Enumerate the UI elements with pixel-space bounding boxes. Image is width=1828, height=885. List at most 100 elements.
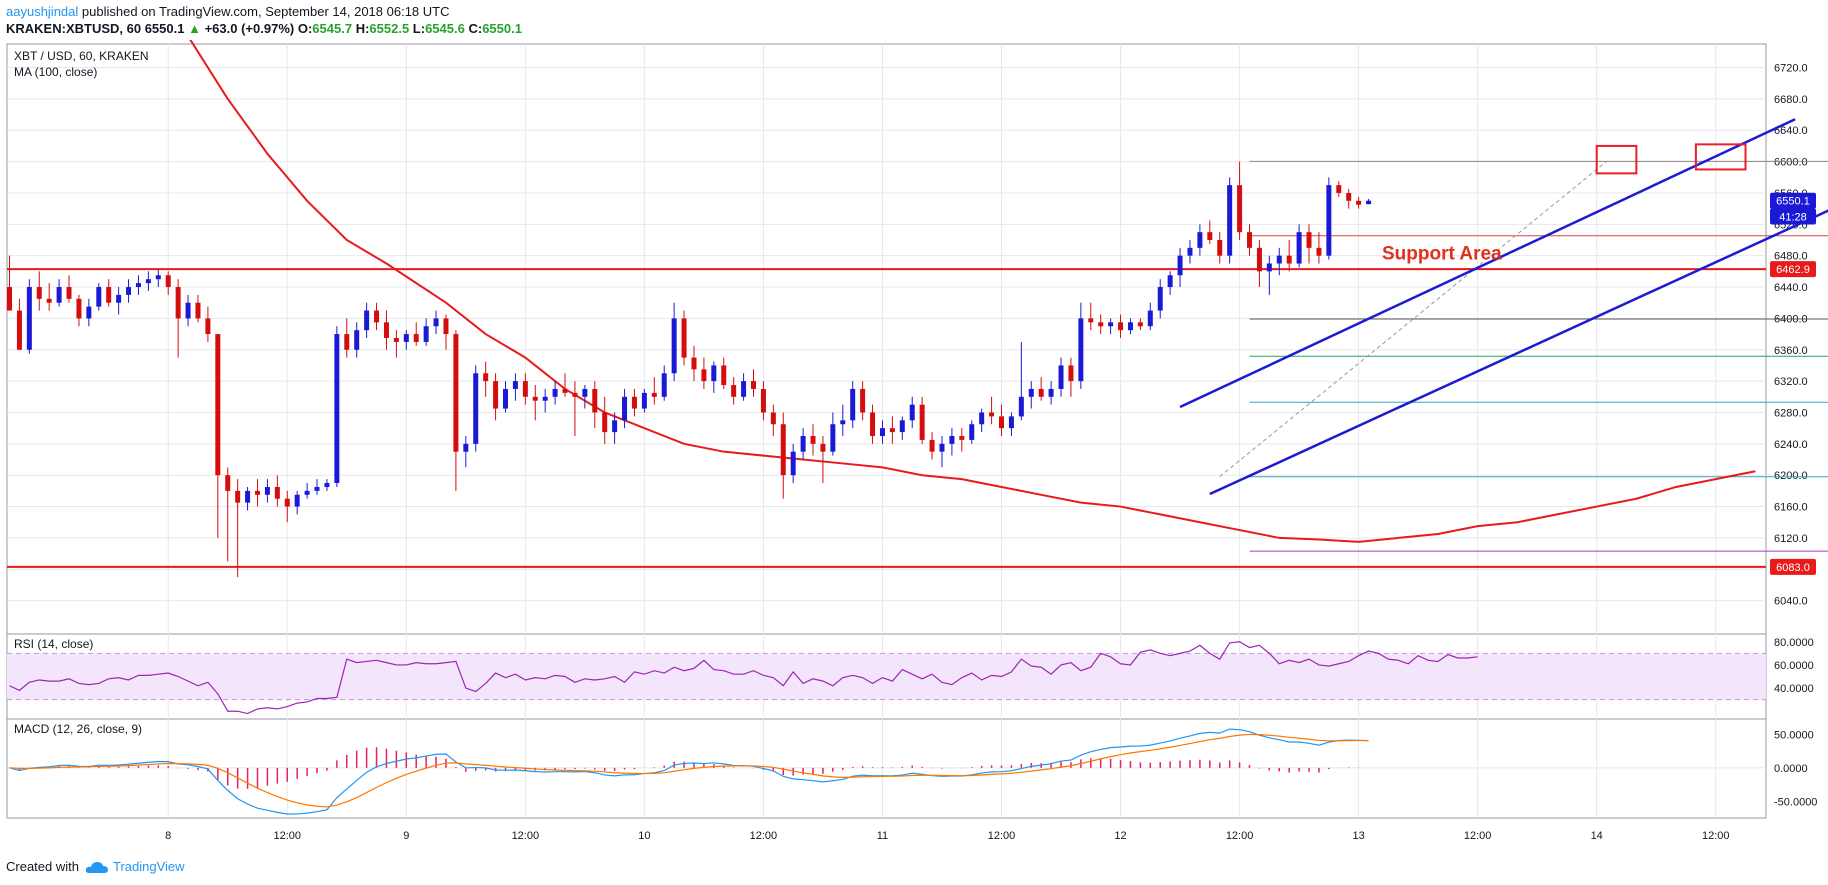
candle (324, 479, 330, 491)
candle-body (1256, 247, 1262, 272)
candle-body (1137, 322, 1143, 327)
candle (66, 275, 72, 303)
candle (383, 310, 389, 350)
candle-body (1048, 388, 1054, 397)
candle-body (1157, 287, 1163, 311)
candle (810, 424, 816, 456)
candle-body (205, 318, 211, 335)
candle (770, 404, 776, 436)
candle-body (999, 416, 1004, 429)
candle-body (909, 404, 915, 421)
candle-body (631, 396, 637, 409)
candle (463, 436, 469, 468)
candle-body (26, 287, 32, 350)
rsi-tick-label: 40.0000 (1774, 683, 1814, 695)
chart-header: aayushjindal published on TradingView.co… (0, 0, 1828, 40)
candle (969, 420, 975, 444)
candle-body (1068, 365, 1074, 382)
candle (195, 294, 201, 323)
candle (661, 365, 667, 401)
x-tick-label: 12:00 (1464, 830, 1492, 842)
macd-tick-label: 50.0000 (1774, 729, 1814, 741)
candle (473, 365, 479, 452)
candle (582, 385, 588, 409)
low-label: L: (412, 21, 426, 36)
candle-body (1187, 247, 1193, 256)
candle-body (56, 287, 62, 303)
y-tick-label: 6680.0 (1774, 94, 1808, 106)
price-level-label: 6462.9 (1776, 264, 1810, 276)
candle-body (562, 388, 568, 393)
candle (671, 302, 677, 382)
candle-body (751, 381, 756, 389)
candle (1316, 232, 1322, 264)
price-level-badge (1770, 261, 1816, 278)
candle (681, 310, 687, 366)
close-value: 6550.1 (482, 21, 522, 36)
x-tick-label: 12:00 (750, 830, 778, 842)
candle-body (155, 275, 161, 280)
candle-body (830, 424, 836, 452)
candle-body (552, 388, 558, 397)
candles (7, 161, 1372, 578)
candle (16, 298, 22, 350)
candle (780, 412, 786, 499)
candle-body (711, 365, 717, 382)
candle (274, 475, 280, 507)
candle (413, 322, 419, 346)
candle (860, 381, 866, 421)
chart-title: XBT / USD, 60, KRAKEN (14, 49, 149, 63)
high-label: H: (355, 21, 370, 36)
author-link[interactable]: aayushjindal (6, 4, 79, 19)
fib-trend-line (1219, 160, 1607, 478)
candle-body (1356, 200, 1362, 205)
candle (443, 314, 449, 350)
symbol-line: KRAKEN:XBTUSD, 60 6550.1 ▲ +63.0 (+0.97%… (6, 21, 522, 36)
candle (1058, 357, 1064, 397)
x-tick-label: 11 (877, 830, 888, 842)
y-tick-label: 6320.0 (1774, 376, 1808, 388)
candle-body (542, 396, 548, 401)
candle-body (423, 326, 429, 342)
candle (56, 279, 62, 307)
y-tick-label: 6440.0 (1774, 282, 1808, 294)
candle-body (592, 388, 598, 413)
candle (284, 490, 290, 523)
candle-body (503, 388, 508, 409)
candle-body (126, 287, 132, 295)
candle (949, 428, 955, 456)
candle-body (135, 283, 141, 288)
candle-body (1038, 388, 1044, 397)
candle (751, 369, 756, 397)
rsi-tick-label: 80.0000 (1774, 637, 1814, 649)
candle-body (522, 381, 528, 397)
y-tick-label: 6480.0 (1774, 251, 1808, 263)
candle-body (86, 306, 92, 319)
candle-body (443, 318, 449, 335)
candle (721, 357, 727, 389)
candle-body (919, 404, 925, 440)
candle (1227, 177, 1233, 264)
candle (483, 361, 489, 397)
candle-body (949, 436, 955, 444)
candle (503, 381, 508, 413)
candle (1157, 279, 1163, 319)
macd-line (9, 728, 1369, 815)
candle (1266, 255, 1272, 295)
candle (205, 306, 211, 342)
candle (1177, 247, 1183, 288)
candle (364, 302, 370, 338)
x-tick-label: 10 (638, 830, 650, 842)
x-tick-label: 12:00 (1702, 830, 1730, 842)
candle-body (1118, 322, 1124, 331)
chart-canvas[interactable]: 8 12:00 9 12:00 10 12:00 11 12:00 12 12:00 13 12:00… (0, 40, 1828, 852)
candle (979, 408, 985, 433)
x-tick-label: 12:00 (512, 830, 540, 842)
candle-body (393, 338, 399, 342)
x-tick-label: 12:00 (988, 830, 1016, 842)
x-tick-label: 9 (403, 830, 409, 842)
published-text: published on TradingView.com, September … (78, 4, 450, 19)
tradingview-logo[interactable]: TradingView (85, 859, 185, 874)
candle (711, 361, 717, 393)
candle (1018, 341, 1024, 421)
